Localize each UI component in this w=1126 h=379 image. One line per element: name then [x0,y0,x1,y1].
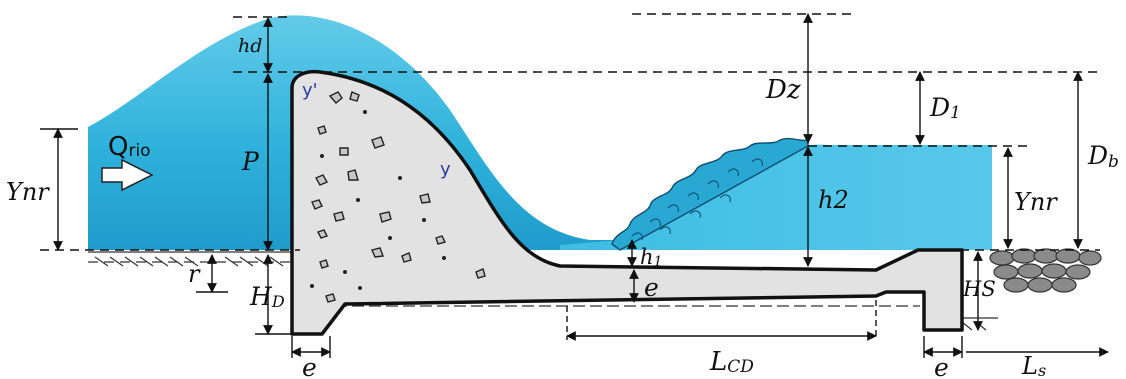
label-ls-sub: s [1038,361,1046,379]
label-hd-base-main: H [249,282,273,311]
flow-arrow-icon [101,158,154,192]
label-dz: Dz [765,75,801,105]
label-e-slab: e [644,273,659,302]
label-h1-sub: 1 [654,254,663,270]
label-d1: D1 [929,93,961,123]
label-q-sub: rio [128,141,150,161]
dimension-lines [40,13,1109,358]
label-y: y [440,159,451,180]
concrete-dots [310,110,446,290]
label-lcd: LCD [709,347,754,377]
concrete-aggregate [311,91,486,303]
label-hd-base-sub: D [271,292,285,311]
label-hd-base: HD [249,282,285,311]
labels: hd Qrio Ynr P r HD e y' y Dz D1 Db Ynr h… [6,35,1119,379]
label-p: P [241,147,260,176]
label-lcd-sub: CD [727,357,754,377]
label-e-right: e [934,353,949,379]
label-h2: h2 [818,186,849,214]
label-db-main: D [1087,141,1108,170]
label-ynr-right: Ynr [1014,188,1058,216]
label-ls: Ls [1021,352,1046,379]
riprap-rocks [989,248,1102,293]
label-q: Qrio [108,132,151,162]
ground-hatching [88,251,998,331]
label-y-prime: y' [302,80,318,101]
label-r: r [188,260,201,288]
label-hs: HS [962,277,996,301]
label-hd: hd [238,35,262,57]
label-d1-sub: 1 [950,103,961,123]
label-db: Db [1087,141,1119,172]
hydraulic-jump [611,137,809,251]
water-body [88,15,992,251]
label-lcd-main: L [709,347,727,377]
label-ynr-left: Ynr [6,178,50,206]
label-e-left: e [302,353,317,379]
label-h1-main: h [640,245,654,269]
reference-lines [40,13,1100,251]
label-d1-main: D [929,93,950,122]
label-h1: h1 [640,245,662,270]
label-ls-main: L [1021,352,1038,379]
label-db-sub: b [1108,152,1119,172]
label-q-main: Q [108,132,128,162]
